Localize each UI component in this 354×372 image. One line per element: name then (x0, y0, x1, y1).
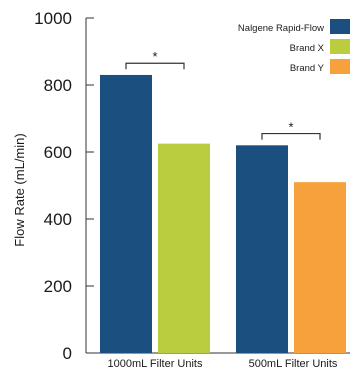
y-tick-label: 200 (44, 277, 72, 296)
x-category-label: 1000mL Filter Units (108, 358, 203, 370)
legend-label: Brand X (290, 43, 325, 54)
y-tick-label: 0 (63, 344, 72, 363)
bar-1-2 (158, 143, 210, 353)
legend: Nalgene Rapid-Flow Brand X Brand Y (238, 19, 350, 74)
bar-2-1 (236, 145, 288, 353)
y-axis-label: Flow Rate (mL/min) (12, 133, 27, 246)
bars (100, 74, 346, 353)
significance-star: * (288, 120, 293, 135)
legend-swatch (330, 39, 350, 54)
significance-brackets: ** (125, 49, 321, 140)
category-labels: 1000mL Filter Units 500mL Filter Units (108, 358, 338, 370)
y-axis: 0 200 400 600 800 1000 (34, 9, 350, 363)
y-tick-label: 1000 (34, 9, 72, 28)
significance-bracket (125, 62, 185, 70)
y-tick-label: 400 (44, 210, 72, 229)
legend-label: Brand Y (290, 63, 325, 74)
legend-label: Nalgene Rapid-Flow (238, 23, 324, 34)
legend-swatch (330, 19, 350, 34)
y-tick-label: 600 (44, 143, 72, 162)
bar-2-3 (294, 182, 346, 353)
legend-swatch (330, 59, 350, 74)
y-tick-label: 800 (44, 76, 72, 95)
significance-bracket (261, 132, 321, 140)
significance-star: * (152, 49, 157, 64)
bar-1-1 (100, 74, 152, 353)
x-category-label: 500mL Filter Units (249, 358, 338, 370)
